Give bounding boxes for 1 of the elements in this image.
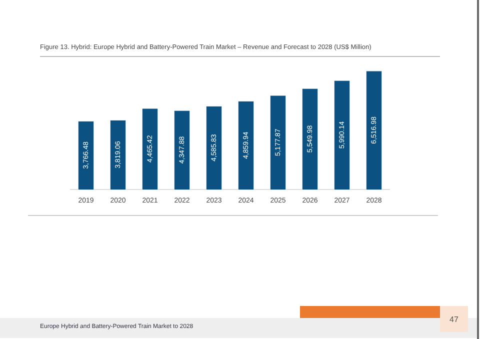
text: 47 bbox=[440, 306, 468, 332]
